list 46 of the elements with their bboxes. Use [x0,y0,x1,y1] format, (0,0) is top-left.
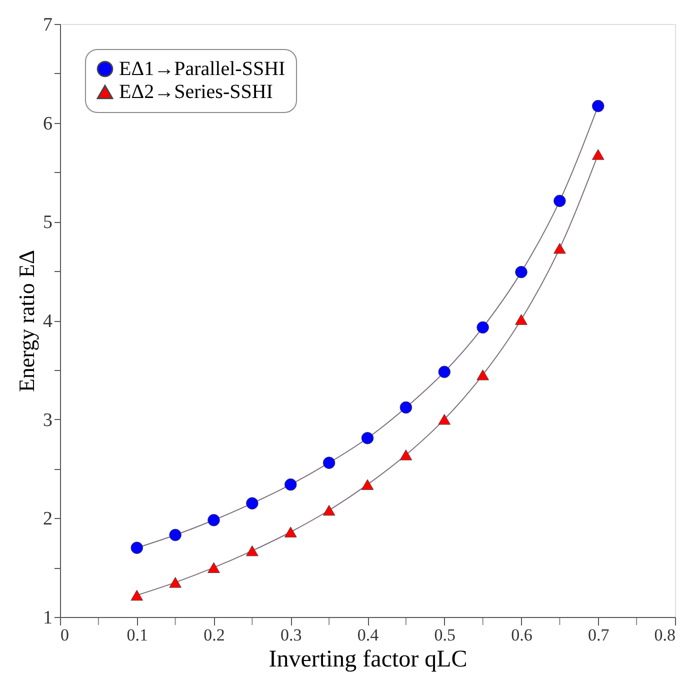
point [515,314,528,325]
y-tick-label: 1 [43,608,52,628]
point [284,478,297,491]
point [592,100,604,112]
point [592,149,604,160]
x-tick-label: 0.3 [280,626,302,644]
point [284,526,297,538]
point [246,497,258,510]
x-tick-label: 0.8 [654,626,676,644]
point [400,401,412,414]
point [400,450,412,460]
y-tick-label: 6 [43,113,52,134]
point [208,514,220,526]
x-tick-label: 0.4 [357,626,380,644]
point [322,504,336,516]
y-tick-label: 4 [43,311,53,332]
point [361,432,374,444]
point [169,577,182,588]
point [476,369,489,380]
x-tick-label: 0 [60,626,69,644]
point [554,242,566,254]
legend-label: EΔ2→Series-SSHI [119,81,273,103]
point [438,414,451,425]
point [246,545,258,556]
point [208,562,220,573]
x-tick-label: 0.2 [204,626,225,644]
point [438,366,451,378]
y-tick-label: 7 [43,14,52,36]
x-tick-label: 0.6 [511,626,532,644]
point [130,542,144,554]
point [554,194,566,208]
y-tick-label: 3 [43,410,52,431]
point [476,321,489,334]
point [169,528,182,542]
x-tick-label: 0.5 [434,626,456,644]
point [515,266,528,278]
y-tick-label: 5 [43,212,52,234]
y-axis-title: Energy ratio EΔ [14,250,39,392]
point [322,456,336,469]
point [130,590,144,601]
x-tick-label: 0.7 [588,626,610,644]
x-axis-title: Inverting factor qLC [268,646,468,672]
y-tick-label: 2 [43,508,52,530]
legend-label: EΔ1→Parallel-SSHI [119,58,286,80]
point [361,479,374,490]
x-tick-label: 0.1 [126,626,148,644]
